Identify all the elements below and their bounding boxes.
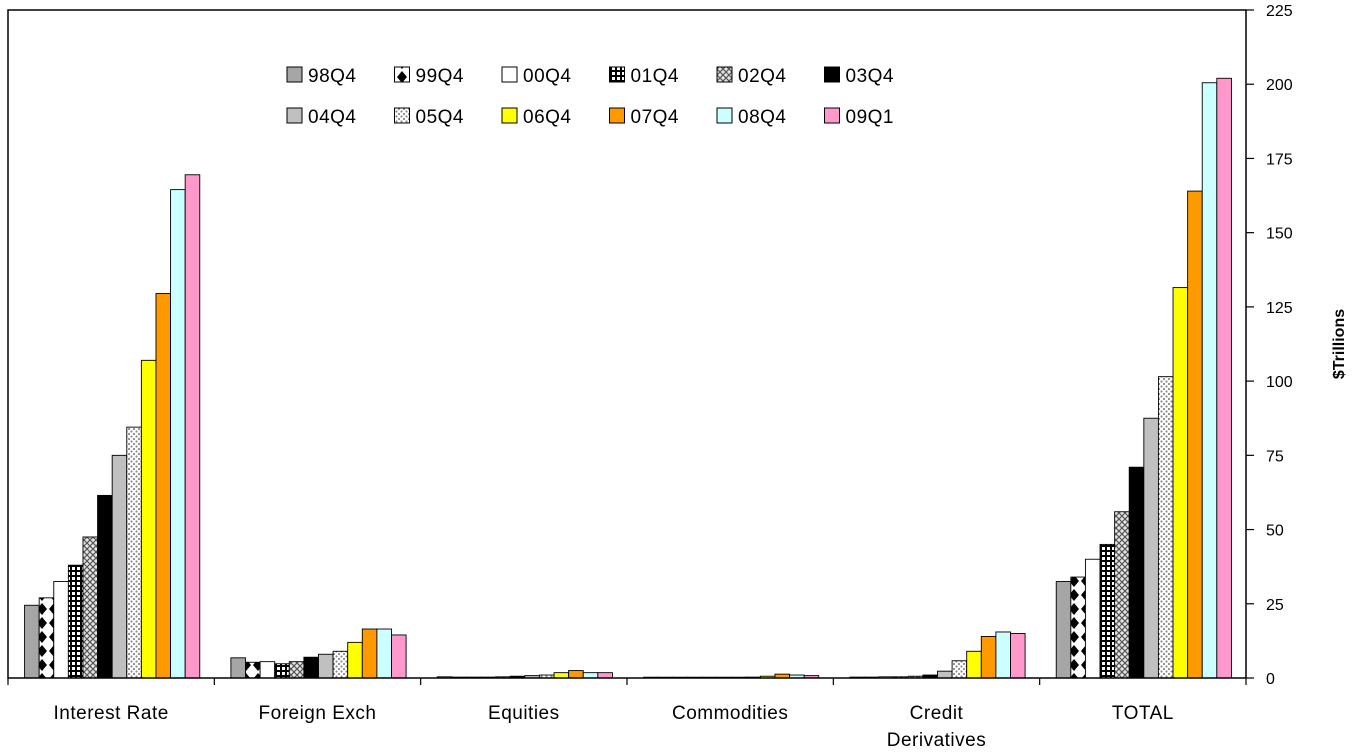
bar-interest-rate-06q4 (140, 359, 157, 679)
bar-interest-rate-08q4 (170, 189, 186, 679)
bar-total-98q4 (1055, 581, 1072, 679)
y-tick-label: 225 (1266, 3, 1293, 20)
bar-interest-rate-09q1 (184, 174, 201, 679)
bar-foreign-exch-07q4 (361, 628, 378, 679)
bar-interest-rate-02q4 (82, 536, 99, 679)
bar-equities-06q4 (553, 672, 570, 679)
legend-label-09q1: 09Q1 (846, 107, 894, 128)
legend-label-04q4: 04Q4 (308, 107, 356, 128)
bars-layer (24, 77, 1232, 679)
bar-interest-rate-98q4 (24, 604, 40, 679)
legend-swatch-00q4 (501, 66, 518, 83)
bar-interest-rate-99q4 (38, 597, 55, 679)
axes-layer: Interest Rate Foreign Exch Equities Commodi… (7, 3, 1348, 751)
x-tick-label: Interest Rate (54, 703, 169, 724)
legend-swatch-07q4 (609, 107, 625, 124)
bar-interest-rate-01q4 (67, 564, 84, 679)
bar-foreign-exch-05q4 (332, 650, 349, 679)
bar-interest-rate-03q4 (97, 494, 113, 679)
bar-foreign-exch-08q4 (376, 628, 392, 679)
bar-foreign-exch-03q4 (303, 656, 319, 679)
legend-label-98q4: 98Q4 (308, 66, 356, 87)
y-tick-label: 200 (1266, 77, 1293, 94)
x-tick-label: Credit Derivatives (887, 703, 986, 750)
legend-swatch-99q4 (394, 66, 410, 83)
legend-label-06q4: 06Q4 (523, 107, 571, 128)
bar-total-05q4 (1157, 376, 1174, 679)
bar-foreign-exch-06q4 (347, 641, 363, 679)
bar-foreign-exch-09q1 (391, 634, 407, 679)
bar-interest-rate-05q4 (126, 426, 142, 679)
bar-foreign-exch-04q4 (318, 653, 334, 679)
bar-interest-rate-00q4 (53, 581, 69, 679)
legend-label-00q4: 00Q4 (523, 66, 571, 87)
bar-credit-derivatives-04q4 (937, 670, 953, 679)
bar-credit-derivatives-05q4 (951, 660, 968, 679)
y-tick-label: 75 (1266, 448, 1284, 465)
bar-equities-07q4 (568, 670, 584, 679)
bar-credit-derivatives-08q4 (995, 631, 1011, 679)
x-tick-label: TOTAL (1112, 703, 1174, 724)
bar-total-02q4 (1114, 511, 1130, 679)
bar-total-06q4 (1172, 287, 1189, 679)
bar-total-99q4 (1070, 576, 1086, 679)
bar-total-04q4 (1143, 417, 1159, 679)
legend-label-05q4: 05Q4 (416, 107, 464, 128)
legend-label-07q4: 07Q4 (631, 107, 679, 128)
legend: 98Q4 99Q4 00Q4 01Q4 02Q4 03Q4 04Q4 05Q4 06Q4 07Q4… (286, 66, 894, 128)
bar-total-03q4 (1128, 466, 1145, 679)
y-tick-label: 25 (1266, 597, 1284, 614)
legend-swatch-09q1 (824, 107, 840, 124)
legend-swatch-06q4 (501, 107, 518, 124)
legend-label-99q4: 99Q4 (416, 66, 464, 87)
legend-swatch-04q4 (286, 107, 303, 124)
bar-credit-derivatives-09q1 (1010, 633, 1026, 679)
y-tick-label: 100 (1266, 374, 1293, 391)
x-tick-label: Commodities (672, 703, 788, 724)
bar-credit-derivatives-07q4 (980, 635, 997, 679)
legend-label-02q4: 02Q4 (738, 66, 786, 87)
legend-label-03q4: 03Q4 (846, 66, 894, 87)
legend-swatch-05q4 (394, 107, 410, 124)
y-axis-label: $Trillions (1331, 309, 1348, 379)
bar-total-07q4 (1187, 190, 1203, 679)
y-tick-label: 125 (1266, 300, 1293, 317)
y-tick-label: 150 (1266, 226, 1293, 243)
legend-swatch-01q4 (609, 66, 625, 83)
bar-credit-derivatives-06q4 (966, 650, 982, 679)
y-tick-label: 50 (1266, 523, 1284, 540)
bar-foreign-exch-00q4 (259, 661, 276, 679)
y-tick-label: 0 (1266, 671, 1275, 688)
bar-foreign-exch-98q4 (230, 657, 246, 679)
legend-swatch-08q4 (716, 107, 733, 124)
legend-swatch-03q4 (824, 66, 840, 83)
bar-total-00q4 (1084, 558, 1101, 679)
bar-equities-09q1 (597, 672, 613, 679)
legend-label-08q4: 08Q4 (738, 107, 786, 128)
bar-interest-rate-04q4 (111, 454, 128, 679)
legend-swatch-02q4 (716, 66, 733, 83)
bar-total-09q1 (1216, 77, 1232, 679)
bar-foreign-exch-02q4 (288, 661, 305, 679)
bar-equities-08q4 (582, 672, 599, 679)
legend-label-01q4: 01Q4 (631, 66, 679, 87)
bar-foreign-exch-99q4 (245, 661, 261, 679)
bar-total-08q4 (1201, 82, 1218, 679)
bar-total-01q4 (1099, 543, 1116, 679)
y-tick-label: 175 (1266, 151, 1293, 168)
x-tick-label: Foreign Exch (259, 703, 377, 724)
bar-interest-rate-07q4 (155, 293, 172, 679)
x-tick-label: Equities (488, 703, 560, 724)
bar-foreign-exch-01q4 (274, 663, 290, 679)
legend-swatch-98q4 (286, 66, 303, 83)
